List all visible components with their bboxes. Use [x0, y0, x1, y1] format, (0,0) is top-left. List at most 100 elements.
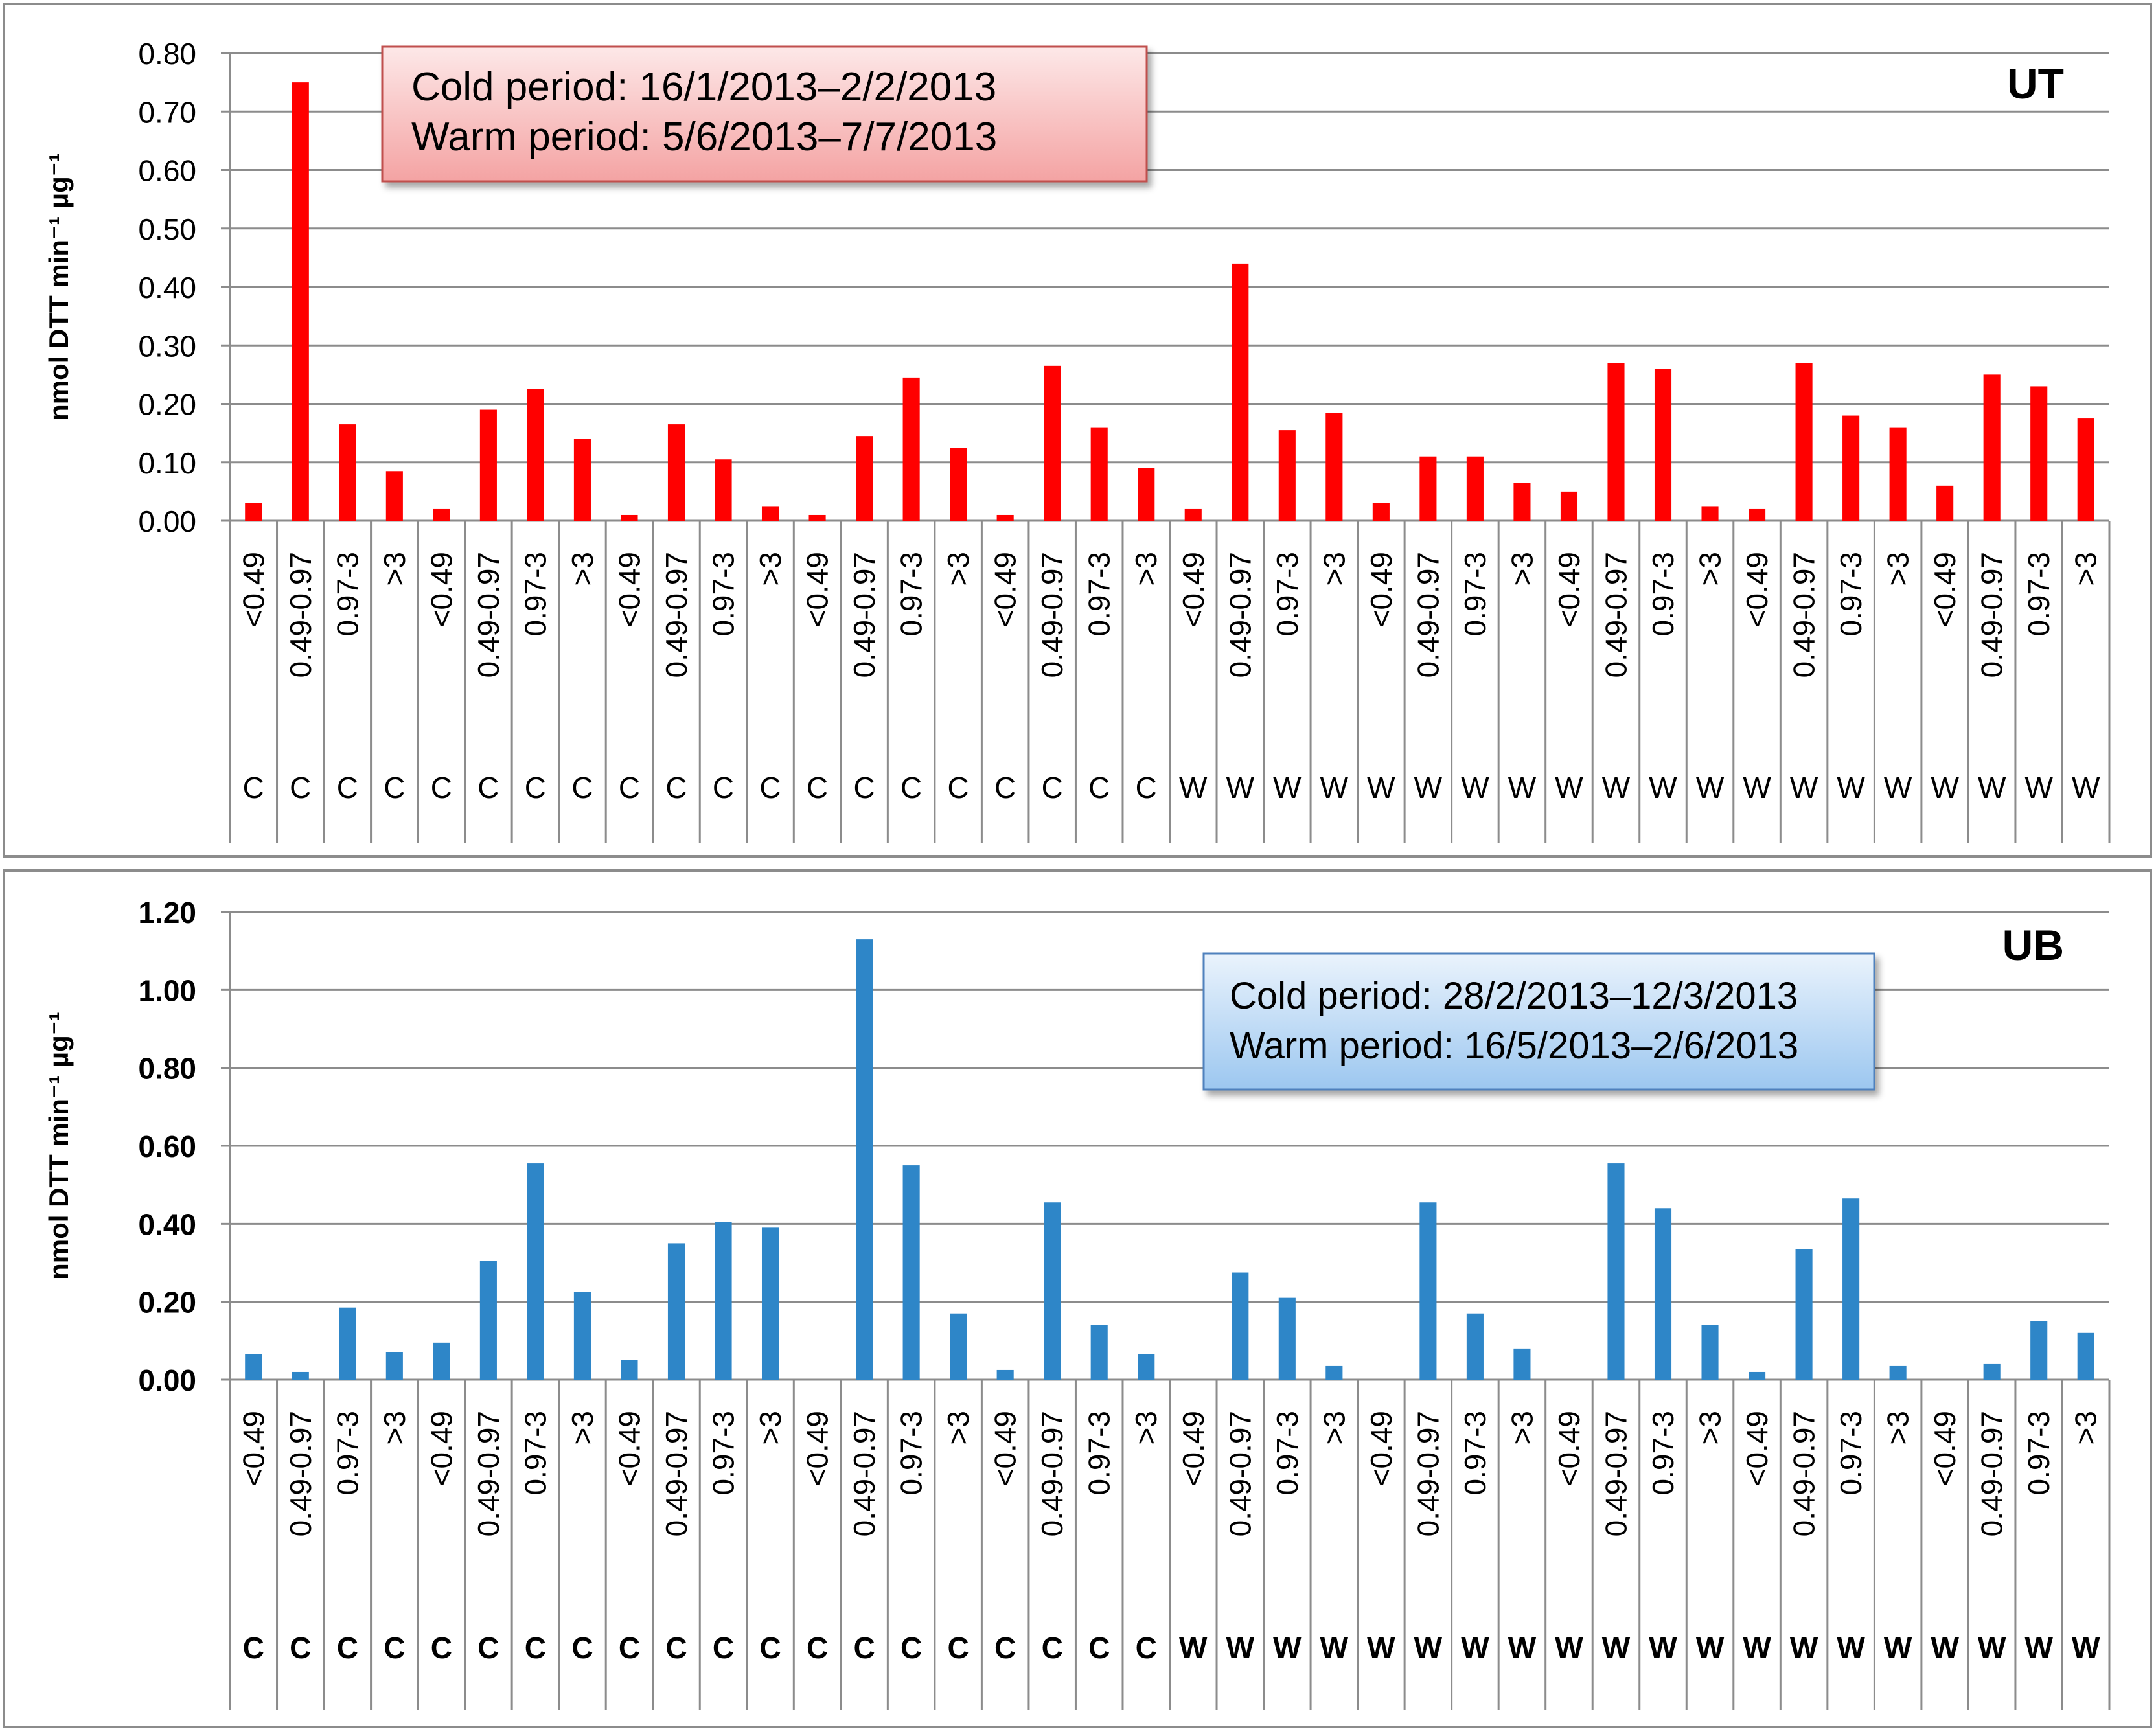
period-label: C: [994, 771, 1016, 804]
period-label: W: [1978, 771, 2006, 804]
x-category-label: 0.49-0.97: [847, 1411, 881, 1536]
bar: [1795, 1249, 1813, 1380]
period-label: C: [619, 771, 640, 804]
period-label: W: [1978, 1631, 2006, 1665]
bar: [1232, 263, 1249, 521]
x-category-label: <0.49: [424, 1411, 458, 1486]
period-label: C: [290, 1631, 311, 1665]
x-category-label: >3: [1129, 552, 1163, 586]
period-label: C: [807, 1631, 828, 1665]
period-label: C: [525, 1631, 546, 1665]
period-label: C: [1136, 771, 1157, 804]
bar: [339, 1307, 356, 1380]
y-tick-label: 0.80: [138, 1052, 196, 1086]
x-category-label: 0.97-3: [895, 1411, 928, 1495]
y-tick-label: 1.20: [138, 896, 196, 930]
bar: [856, 436, 873, 521]
period-label: W: [1696, 771, 1725, 804]
bar: [1560, 491, 1578, 521]
period-label: C: [290, 771, 311, 804]
x-category-label: 0.49-0.97: [472, 552, 505, 678]
bar: [2077, 418, 2094, 521]
x-category-label: <0.49: [612, 1411, 646, 1486]
period-label: C: [713, 771, 734, 804]
x-category-label: 0.49-0.97: [1975, 1411, 2009, 1536]
x-category-label: >3: [1505, 1411, 1539, 1444]
x-category-label: 0.49-0.97: [1223, 552, 1257, 678]
bar: [1889, 1365, 1907, 1380]
bar: [1607, 1163, 1625, 1380]
bar: [1325, 413, 1343, 521]
y-axis-title: nmol DTT min⁻¹ µg⁻¹: [43, 1012, 74, 1280]
bar: [1983, 374, 2001, 521]
bar: [761, 506, 779, 521]
y-tick-label: 0.00: [138, 505, 196, 538]
bar: [1466, 456, 1484, 521]
bar: [808, 514, 826, 521]
x-category-label: 0.97-3: [1270, 552, 1304, 636]
bar: [2030, 1321, 2048, 1380]
x-category-label: >3: [753, 552, 787, 586]
x-category-label: <0.49: [612, 552, 646, 627]
bar: [715, 1222, 732, 1380]
x-category-label: >3: [378, 552, 411, 586]
period-label: W: [1320, 771, 1349, 804]
x-category-label: 0.49-0.97: [1035, 1411, 1069, 1536]
x-category-label: >3: [2069, 552, 2103, 586]
bar: [1044, 365, 1061, 521]
bar: [667, 424, 685, 521]
bar: [433, 1342, 450, 1380]
period-label: W: [1602, 1631, 1631, 1665]
bar: [1749, 508, 1766, 521]
period-note-cold: Cold period: 16/1/2013–2/2/2013: [411, 65, 996, 109]
period-label: W: [1273, 1631, 1302, 1665]
x-category-label: >3: [1693, 1411, 1727, 1444]
period-label: C: [431, 771, 452, 804]
x-category-label: >3: [2069, 1411, 2103, 1444]
bar: [385, 471, 403, 521]
period-label: W: [1367, 771, 1395, 804]
bar: [1983, 1363, 2001, 1380]
x-category-label: 0.97-3: [2022, 1411, 2056, 1495]
bar: [573, 1292, 591, 1380]
bar: [1278, 1297, 1296, 1380]
period-label: C: [571, 771, 593, 804]
x-category-label: <0.49: [989, 1411, 1022, 1486]
bar: [1936, 485, 1954, 521]
x-category-label: 0.49-0.97: [1411, 1411, 1445, 1536]
period-label: W: [1649, 771, 1677, 804]
y-tick-label: 0.30: [138, 329, 196, 363]
y-tick-label: 0.60: [138, 154, 196, 188]
period-label: C: [619, 1631, 640, 1665]
period-label: W: [1884, 1631, 1912, 1665]
bar: [245, 503, 262, 521]
period-note-box: [1202, 952, 1875, 1091]
period-label: W: [1461, 771, 1489, 804]
period-label: C: [525, 771, 546, 804]
y-tick-label: 0.50: [138, 212, 196, 246]
bar: [950, 448, 967, 521]
y-tick-label: 0.40: [138, 271, 196, 304]
period-label: W: [1602, 771, 1631, 804]
x-category-label: >3: [753, 1411, 787, 1444]
period-label: C: [384, 771, 405, 804]
bar: [1889, 427, 1907, 521]
period-label: W: [1837, 1631, 1865, 1665]
x-category-label: >3: [941, 1411, 975, 1444]
bar: [292, 82, 309, 521]
period-label: W: [2025, 1631, 2054, 1665]
x-category-label: <0.49: [801, 552, 834, 627]
x-category-label: 0.97-3: [2022, 552, 2056, 636]
bar: [1842, 415, 1860, 521]
x-category-label: <0.49: [1364, 1411, 1398, 1486]
bar: [527, 389, 544, 521]
period-label: W: [2072, 1631, 2100, 1665]
period-label: W: [1179, 771, 1208, 804]
x-category-label: 0.49-0.97: [1787, 1411, 1821, 1536]
x-category-label: 0.97-3: [707, 552, 740, 636]
x-category-label: 0.97-3: [707, 1411, 740, 1495]
bar: [292, 1371, 309, 1380]
x-category-label: <0.49: [1552, 552, 1586, 627]
period-label: W: [1837, 771, 1865, 804]
period-label: C: [1136, 1631, 1157, 1665]
